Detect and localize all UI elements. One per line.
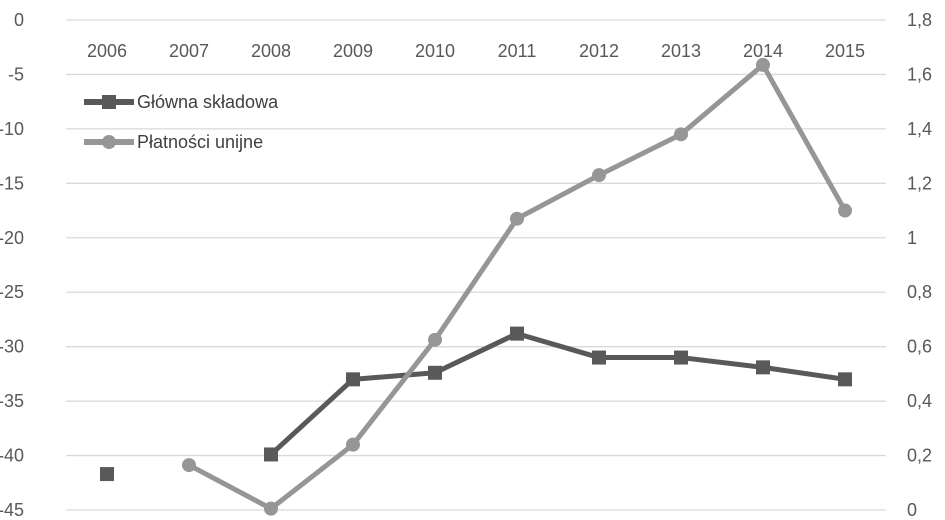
data-point-platnosci-unijne [756, 57, 770, 72]
category-tick-label: 2008 [251, 41, 291, 61]
data-point-glowna-skladowa [592, 350, 606, 365]
right-axis-tick-label: 1,6 [907, 64, 932, 84]
right-axis-tick-label: 0,6 [907, 337, 932, 357]
category-tick-label: 2013 [661, 41, 701, 61]
right-axis-tick-label: 0,8 [907, 282, 932, 302]
data-point-glowna-skladowa [756, 360, 770, 375]
data-point-platnosci-unijne [592, 168, 606, 183]
category-tick-label: 2014 [743, 41, 783, 61]
category-tick-label: 2012 [579, 41, 619, 61]
data-point-platnosci-unijne [428, 332, 442, 347]
category-tick-label: 2007 [169, 41, 209, 61]
data-point-glowna-skladowa [428, 365, 442, 380]
data-point-platnosci-unijne [346, 437, 360, 452]
legend-entry-glowna-skladowa: Główna składowa [84, 92, 279, 112]
left-axis-tick-label: -45 [0, 500, 24, 520]
left-axis-tick-label: -5 [8, 64, 24, 84]
category-tick-label: 2015 [825, 41, 865, 61]
data-point-platnosci-unijne [674, 127, 688, 142]
data-point-glowna-skladowa [674, 350, 688, 365]
legend-marker-square [102, 95, 116, 109]
legend-label-glowna-skladowa: Główna składowa [137, 92, 279, 112]
data-point-platnosci-unijne [264, 501, 278, 516]
left-axis-tick-label: -25 [0, 282, 24, 302]
left-axis-tick-label: 0 [14, 10, 24, 30]
data-point-platnosci-unijne [182, 458, 196, 473]
legend-label-platnosci-unijne: Płatności unijne [137, 132, 263, 152]
gridlines [66, 19, 886, 511]
left-axis-tick-labels: 0 -5 -10 -15 -20 -25 -30 -35 -40 -45 [0, 10, 24, 520]
series-layer [100, 57, 852, 516]
left-axis-tick-label: -10 [0, 119, 24, 139]
legend: Główna składowa Płatności unijne [84, 92, 279, 152]
right-axis-tick-label: 0 [907, 500, 917, 520]
left-axis-tick-label: -15 [0, 173, 24, 193]
right-axis-tick-labels: 1,8 1,6 1,4 1,2 1 0,8 0,6 0,4 0,2 0 [907, 10, 932, 520]
series-line-glowna-skladowa [269, 331, 846, 457]
right-axis-tick-label: 1,2 [907, 173, 932, 193]
left-axis-tick-label: -20 [0, 228, 24, 248]
right-axis-tick-label: 1,4 [907, 119, 932, 139]
right-axis-tick-label: 1 [907, 228, 917, 248]
data-point-glowna-skladowa [346, 372, 360, 387]
left-axis-tick-label: -30 [0, 337, 24, 357]
category-tick-label: 2009 [333, 41, 373, 61]
data-point-glowna-skladowa [838, 372, 852, 387]
data-point-platnosci-unijne [510, 211, 524, 226]
category-tick-label: 2011 [498, 41, 537, 61]
data-point-glowna-skladowa [264, 447, 278, 462]
data-point-glowna-skladowa [510, 326, 524, 341]
left-axis-tick-label: -35 [0, 391, 24, 411]
data-point-platnosci-unijne [838, 203, 852, 218]
right-axis-tick-label: 0,2 [907, 446, 932, 466]
legend-entry-platnosci-unijne: Płatności unijne [84, 132, 263, 152]
category-tick-label: 2010 [415, 41, 455, 61]
data-point-glowna-skladowa [100, 467, 114, 482]
legend-marker-circle [102, 135, 116, 149]
right-axis-tick-label: 0,4 [907, 391, 932, 411]
category-tick-label: 2006 [87, 41, 127, 61]
category-tick-labels: 2006 2007 2008 2009 2010 2011 2012 2013 2014 2015 [87, 41, 865, 61]
right-axis-tick-label: 1,8 [907, 10, 932, 30]
left-axis-tick-label: -40 [0, 446, 24, 466]
